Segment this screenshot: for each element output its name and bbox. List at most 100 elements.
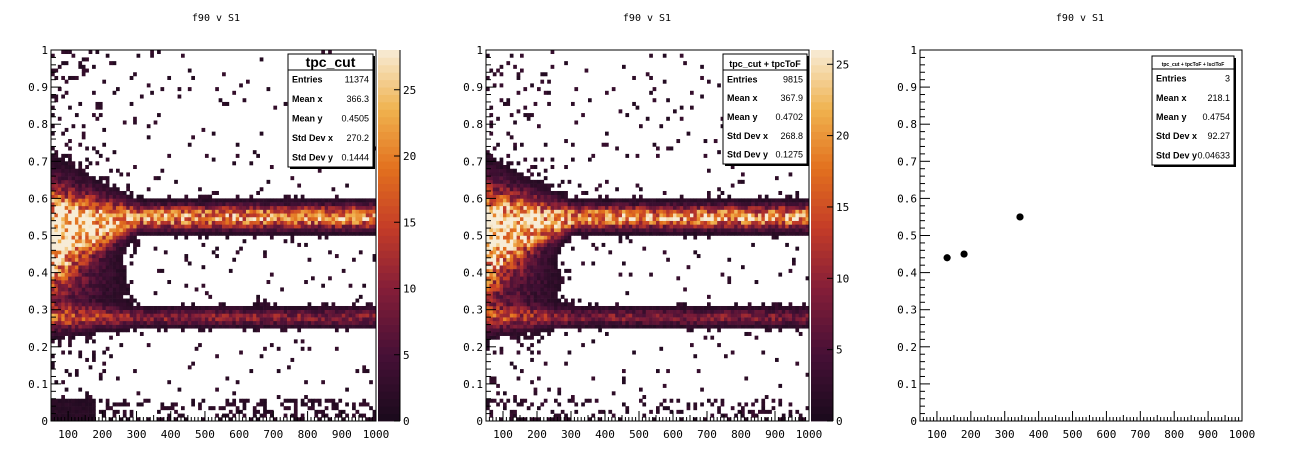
heatmap-cell xyxy=(496,384,500,388)
heatmap-cell xyxy=(619,202,623,206)
heatmap-cell xyxy=(290,217,294,221)
heatmap-cell xyxy=(181,306,185,310)
heatmap-cell xyxy=(659,206,663,210)
heatmap-cell xyxy=(537,213,541,217)
heatmap-cell xyxy=(355,198,359,202)
heatmap-cell xyxy=(61,317,65,321)
heatmap-cell xyxy=(68,165,72,169)
heatmap-cell xyxy=(349,202,353,206)
heatmap-cell xyxy=(154,317,158,321)
heatmap-cell xyxy=(78,310,82,314)
heatmap-cell xyxy=(174,224,178,228)
heatmap-cell xyxy=(537,180,541,184)
heatmap-cell xyxy=(51,132,55,136)
heatmap-cell xyxy=(174,317,178,321)
heatmap-cell xyxy=(581,224,585,228)
heatmap-cell xyxy=(338,224,342,228)
heatmap-cell xyxy=(342,317,346,321)
heatmap-cell xyxy=(564,236,568,240)
heatmap-cell xyxy=(520,172,524,176)
heatmap-cell xyxy=(243,313,247,317)
heatmap-cell xyxy=(578,328,582,332)
heatmap-cell xyxy=(92,113,96,117)
heatmap-cell xyxy=(181,321,185,325)
heatmap-cell xyxy=(591,206,595,210)
heatmap-cell xyxy=(359,317,363,321)
colorbar-segment xyxy=(378,50,400,58)
heatmap-cell xyxy=(61,332,65,336)
heatmap-cell xyxy=(639,206,643,210)
heatmap-cell xyxy=(332,228,336,232)
heatmap-cell xyxy=(683,228,687,232)
heatmap-cell xyxy=(72,172,76,176)
heatmap-cell xyxy=(325,198,329,202)
heatmap-cell xyxy=(65,295,69,299)
heatmap-cell xyxy=(534,254,538,258)
heatmap-cell xyxy=(147,399,151,403)
heatmap-cell xyxy=(693,250,697,254)
heatmap-cell xyxy=(629,217,633,221)
heatmap-cell xyxy=(523,176,527,180)
heatmap-cell xyxy=(530,291,534,295)
heatmap-cell xyxy=(208,310,212,314)
heatmap-cell xyxy=(102,287,106,291)
heatmap-cell xyxy=(140,321,144,325)
heatmap-cell xyxy=(551,50,555,54)
colorbar-tick-label: 5 xyxy=(403,349,410,362)
heatmap-cell xyxy=(68,191,72,195)
heatmap-cell xyxy=(513,261,517,265)
heatmap-cell xyxy=(89,202,93,206)
heatmap-cell xyxy=(670,198,674,202)
heatmap-cell xyxy=(58,187,62,191)
heatmap-cell xyxy=(284,328,288,332)
heatmap-cell xyxy=(215,206,219,210)
heatmap-cell xyxy=(99,313,103,317)
heatmap-cell xyxy=(260,317,264,321)
heatmap-cell xyxy=(58,287,62,291)
heatmap-cell xyxy=(78,325,82,329)
heatmap-cell xyxy=(496,317,500,321)
heatmap-cell xyxy=(102,247,106,251)
heatmap-cell xyxy=(578,325,582,329)
heatmap-cell xyxy=(557,243,561,247)
heatmap-cell xyxy=(551,232,555,236)
heatmap-cell xyxy=(68,328,72,332)
heatmap-cell xyxy=(143,306,147,310)
heatmap-cell xyxy=(109,169,113,173)
heatmap-cell xyxy=(544,239,548,243)
heatmap-cell xyxy=(585,310,589,314)
heatmap-cell xyxy=(72,202,76,206)
heatmap-cell xyxy=(314,325,318,329)
heatmap-cell xyxy=(222,406,226,410)
heatmap-cell xyxy=(102,369,106,373)
heatmap-cell xyxy=(160,306,164,310)
heatmap-cell xyxy=(51,399,55,403)
heatmap-cell xyxy=(58,161,62,165)
heatmap-cell xyxy=(666,369,670,373)
heatmap-cell xyxy=(195,198,199,202)
heatmap-cell xyxy=(273,206,277,210)
heatmap-cell xyxy=(571,247,575,251)
heatmap-cell xyxy=(554,261,558,265)
heatmap-cell xyxy=(225,228,229,232)
heatmap-cell xyxy=(290,414,294,418)
heatmap-cell xyxy=(366,224,370,228)
heatmap-cell xyxy=(318,317,322,321)
heatmap-cell xyxy=(181,202,185,206)
heatmap-cell xyxy=(486,236,490,240)
heatmap-cell xyxy=(133,202,137,206)
heatmap-cell xyxy=(517,109,521,113)
heatmap-cell xyxy=(540,191,544,195)
heatmap-cell xyxy=(54,258,58,262)
heatmap-cell xyxy=(544,399,548,403)
heatmap-cell xyxy=(249,228,253,232)
heatmap-cell xyxy=(184,232,188,236)
heatmap-cell xyxy=(263,406,267,410)
heatmap-cell xyxy=(544,198,548,202)
heatmap-cell xyxy=(551,217,555,221)
heatmap-cell xyxy=(147,228,151,232)
heatmap-cell xyxy=(260,132,264,136)
heatmap-cell xyxy=(571,217,575,221)
heatmap-cell xyxy=(215,210,219,214)
heatmap-cell xyxy=(523,280,527,284)
